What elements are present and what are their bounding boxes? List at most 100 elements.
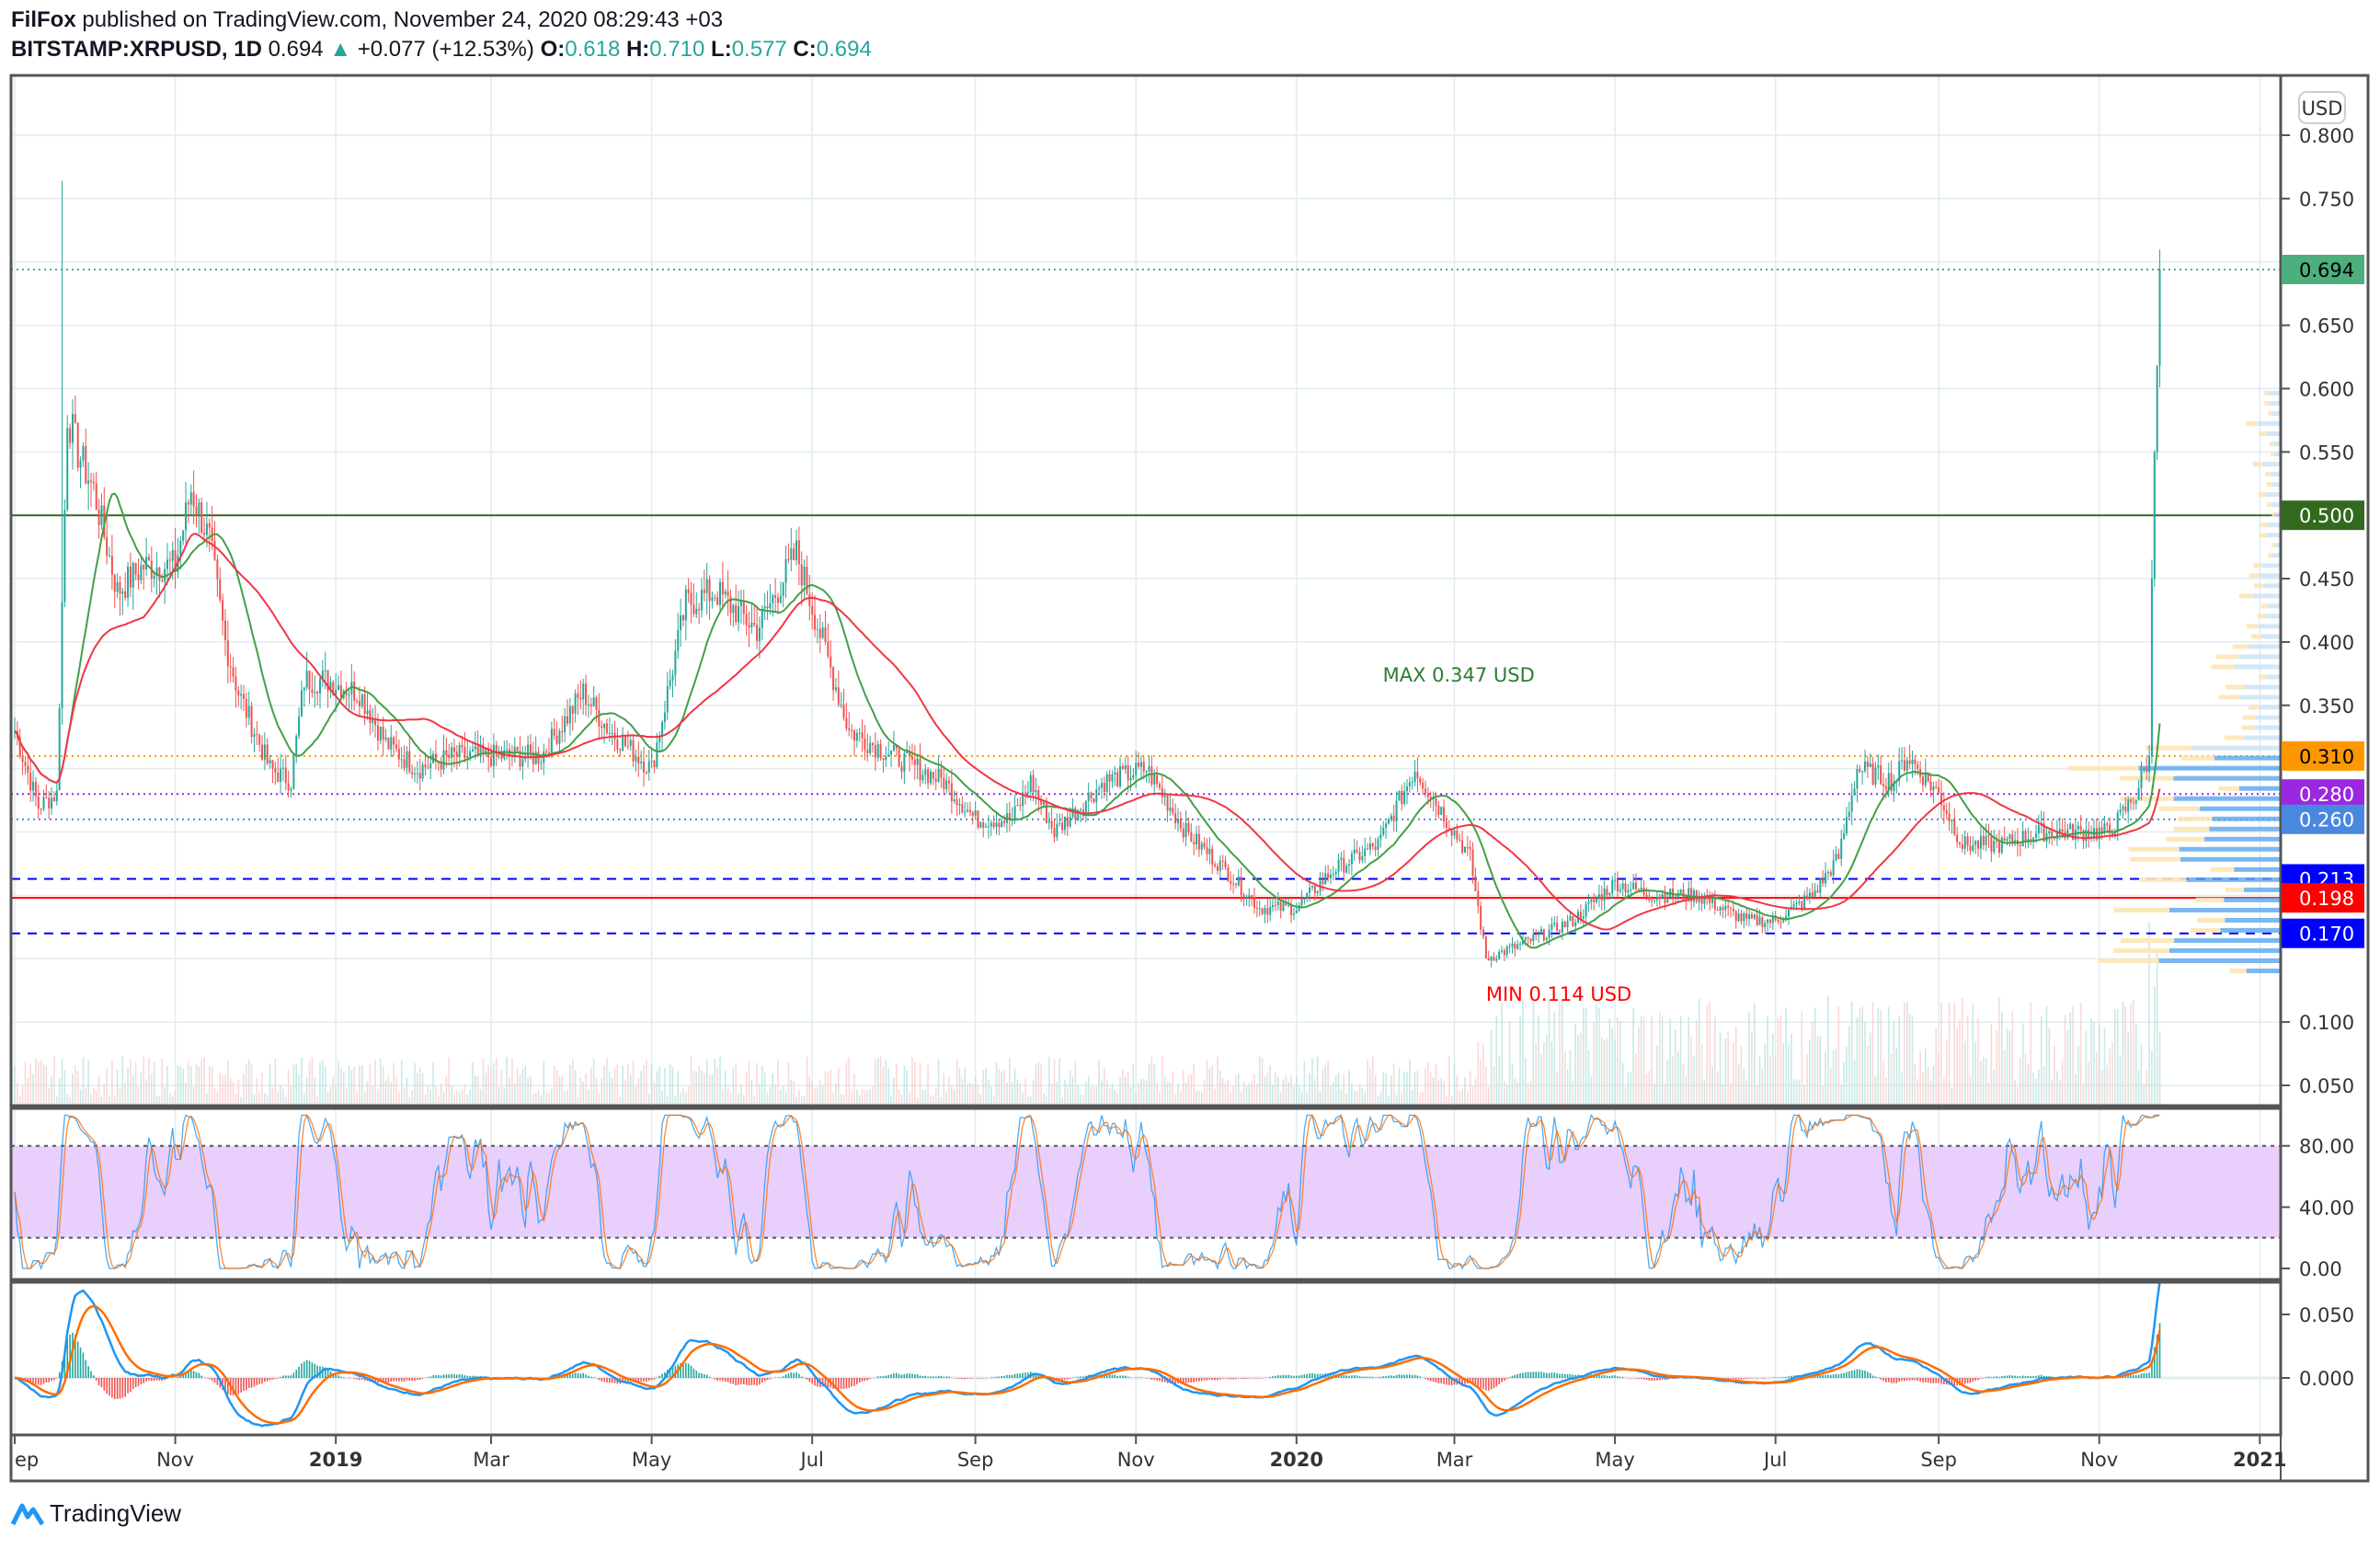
brand[interactable]: TradingView: [50, 1499, 182, 1527]
macd-histogram-bar: [1367, 1376, 1368, 1378]
volume-bar: [305, 1077, 308, 1106]
macd-histogram-bar: [134, 1378, 137, 1388]
candle-body: [1269, 907, 1272, 915]
macd-histogram-bar: [1276, 1375, 1279, 1378]
volume-bar: [1022, 1092, 1024, 1106]
volume-bar: [1116, 1092, 1118, 1106]
volume-bar: [1493, 1066, 1495, 1106]
volume-bar: [418, 1068, 421, 1106]
candle-body: [1419, 778, 1422, 784]
macd-histogram-bar: [1877, 1377, 1880, 1378]
macd-histogram-bar: [292, 1372, 295, 1378]
candle-body: [1001, 820, 1003, 828]
candle-body: [1706, 898, 1709, 900]
volume-bar: [1932, 1065, 1935, 1106]
volume-bar: [387, 1074, 390, 1106]
volume-bar: [2030, 1002, 2032, 1106]
volume-profile-bar: [2173, 826, 2210, 832]
candle-body: [45, 797, 48, 798]
candle-body: [303, 687, 305, 691]
candle-body: [540, 763, 543, 764]
volume-bar: [2134, 1023, 2137, 1106]
candle-body: [1066, 817, 1069, 827]
macd-histogram-bar: [658, 1375, 660, 1378]
volume-bar: [601, 1077, 603, 1106]
volume-bar: [1825, 1051, 1826, 1106]
volume-bar: [1327, 1061, 1329, 1106]
volume-bar: [787, 1061, 790, 1106]
candle-body: [2021, 831, 2024, 846]
volume-bar: [1843, 1062, 1845, 1106]
volume-bar: [2122, 1001, 2124, 1106]
volume-bar: [685, 1092, 687, 1106]
candle-body: [1348, 864, 1351, 866]
candle-body: [2130, 799, 2133, 803]
candle-body: [1197, 833, 1200, 850]
volume-bar: [716, 1066, 718, 1106]
candle-body: [2045, 833, 2048, 842]
volume-bar: [169, 1093, 171, 1106]
volume-bar: [2054, 1045, 2055, 1106]
volume-profile-bar: [2268, 411, 2272, 417]
macd-histogram-bar: [1245, 1378, 1248, 1380]
volume-bar: [1013, 1068, 1016, 1106]
volume-bar: [1219, 1071, 1221, 1106]
time-axis[interactable]: ep Nov 2019 Mar May Jul Sep Nov 2020 Mar May Jul Sep…: [14, 1435, 2287, 1471]
symbol[interactable]: BITSTAMP:XRPUSD, 1D: [11, 37, 262, 62]
macd-histogram-bar: [1161, 1378, 1163, 1383]
volume-bar: [2143, 1084, 2145, 1106]
volume-bar: [2151, 1050, 2153, 1106]
volume-profile-bar: [2271, 411, 2281, 417]
candle-body: [851, 729, 853, 731]
volume-bar: [1832, 1050, 1835, 1106]
macd-histogram-bar: [943, 1376, 945, 1378]
macd-histogram-bar: [1816, 1375, 1819, 1378]
volume-bar: [222, 1074, 223, 1106]
volume-bar: [1803, 1084, 1805, 1106]
candle-body: [1905, 760, 1908, 771]
macd-histogram-bar: [1374, 1377, 1377, 1378]
volume-bar: [1972, 1004, 1974, 1106]
candle-body: [1825, 873, 1827, 884]
price-axis[interactable]: USD0.8000.7500.6500.6000.5500.4500.4000.…: [2281, 91, 2364, 1390]
price-tag: [2282, 254, 2364, 284]
macd-histogram-bar: [140, 1378, 143, 1385]
volume-bar: [1248, 1083, 1251, 1106]
volume-bar: [1422, 1092, 1424, 1106]
volume-profile-bar: [2259, 492, 2267, 498]
volume-bar: [1658, 1012, 1661, 1106]
volume-bar: [2027, 1063, 2030, 1106]
volume-bar: [2114, 1008, 2116, 1106]
volume-profile-bar: [2271, 482, 2281, 488]
candle-body: [1664, 893, 1666, 903]
candle-body: [927, 769, 930, 784]
volume-bar: [1029, 1096, 1032, 1106]
macd-histogram-bar: [606, 1378, 608, 1383]
macd-histogram-bar: [1940, 1378, 1942, 1384]
volume-bar: [548, 1093, 550, 1106]
volume-bar: [340, 1067, 342, 1106]
macd-histogram-bar: [1569, 1373, 1572, 1378]
volume-bar: [1487, 1086, 1490, 1106]
volume-profile-bar: [2220, 927, 2281, 933]
volume-bar: [1532, 1000, 1535, 1106]
macd-histogram-bar: [243, 1378, 245, 1392]
candle-body: [2124, 806, 2127, 812]
volume-bar: [1867, 1046, 1869, 1106]
candle-body: [2150, 579, 2153, 756]
candle-body: [353, 682, 356, 701]
macd-histogram-bar: [390, 1378, 393, 1383]
volume-bar: [408, 1096, 411, 1106]
volume-profile-bar: [2264, 614, 2281, 619]
volume-bar: [509, 1077, 510, 1106]
volume-profile-bar: [2254, 583, 2263, 589]
volume-bar: [1361, 1087, 1364, 1106]
volume-bar: [1290, 1075, 1292, 1106]
macd-histogram-bar: [85, 1360, 87, 1378]
candle-body: [1358, 852, 1361, 861]
volume-bar: [1788, 1043, 1790, 1106]
x-tick-label: 2019: [309, 1449, 362, 1471]
volume-bar: [840, 1094, 842, 1106]
macd-histogram-bar: [698, 1372, 700, 1378]
